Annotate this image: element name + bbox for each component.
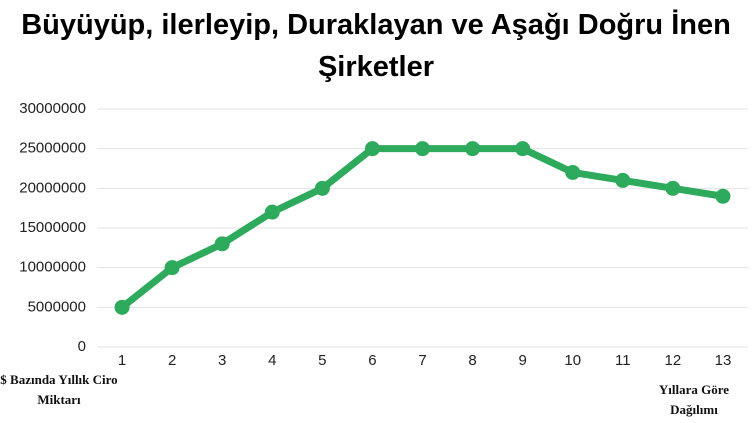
data-point	[565, 164, 581, 180]
data-point	[164, 260, 180, 276]
x-tick-label: 1	[118, 352, 126, 369]
data-point	[715, 188, 731, 204]
x-tick-label: 8	[468, 352, 476, 369]
x-axis-label: Yıllara Göre Dağılımı	[658, 382, 730, 417]
y-tick-label: 5000000	[28, 298, 86, 315]
chart-title: Büyüyüp, ilerleyip, Duraklayan ve Aşağı …	[21, 9, 731, 83]
y-tick-label: 20000000	[19, 179, 86, 196]
x-tick-label: 12	[665, 352, 682, 369]
x-tick-label: 2	[168, 352, 176, 369]
x-tick-label: 13	[715, 352, 732, 369]
data-point	[465, 141, 481, 157]
data-point	[314, 180, 330, 196]
y-tick-label: 30000000	[19, 100, 86, 117]
y-tick-label: 25000000	[19, 140, 86, 157]
data-point	[364, 141, 380, 157]
y-axis-label: $ Bazında Yıllık Ciro Miktarı	[0, 372, 118, 407]
y-tick-label: 15000000	[19, 219, 86, 236]
data-point	[415, 141, 430, 157]
x-tick-label: 4	[268, 352, 276, 369]
data-point	[114, 299, 130, 315]
x-tick-label: 7	[418, 352, 426, 369]
data-point	[515, 141, 531, 157]
x-tick-label: 10	[564, 352, 581, 369]
data-point	[615, 172, 631, 188]
data-point	[214, 236, 230, 252]
x-tick-label: 9	[518, 352, 526, 369]
x-tick-label: 6	[368, 352, 376, 369]
data-point	[665, 180, 681, 196]
x-tick-label: 11	[615, 352, 631, 369]
y-tick-label: 10000000	[19, 259, 86, 276]
data-point	[264, 204, 280, 220]
x-tick-label: 3	[218, 352, 226, 369]
y-tick-label: 0	[78, 338, 86, 355]
x-tick-label: 5	[318, 352, 326, 369]
